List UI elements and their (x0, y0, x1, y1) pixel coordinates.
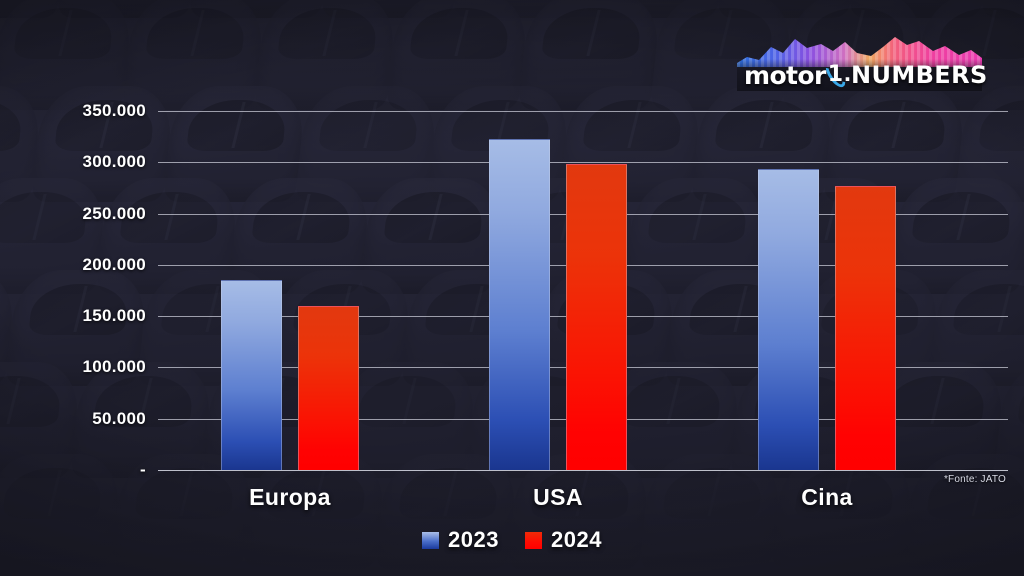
y-axis-tick-label: 350.000 (82, 101, 146, 120)
legend-item-2023[interactable]: 2023 (422, 527, 499, 553)
bar-cina-2023[interactable] (758, 169, 819, 470)
legend-swatch-2023 (422, 531, 440, 549)
logo-wordmark: motor 1 . NUMBERS (737, 58, 987, 91)
gridline (158, 162, 1008, 164)
chart-legend: 2023 2024 (0, 527, 1024, 553)
y-axis-tick-label: 300.000 (82, 152, 146, 172)
y-axis-tick-label: 100.000 (82, 357, 146, 377)
bar-usa-2023[interactable] (489, 138, 550, 470)
y-axis-tick-label: 50.000 (92, 408, 146, 428)
legend-swatch-2024 (525, 531, 542, 549)
bar-cina-2024[interactable] (835, 185, 896, 470)
category-label-cina: Cina (801, 484, 853, 510)
y-axis-tick-label: 250.000 (82, 203, 146, 223)
gridline (158, 111, 1008, 112)
y-axis-tick-label: - (140, 460, 146, 479)
category-label-usa: USA (533, 484, 583, 510)
source-note: *Fonte: JATO (943, 474, 1006, 485)
axis-baseline (158, 470, 1008, 471)
y-axis-labels: - 50.000 100.000 150.000 200.000 250.000 300.0… (34, 0, 146, 576)
legend-label-2024: 2024 (551, 527, 602, 552)
legend-label-2023: 2023 (448, 527, 499, 552)
legend-item-2024[interactable]: 2024 (525, 527, 602, 553)
logo-text-numbers: NUMBERS (850, 61, 988, 89)
logo-text-dot: . (844, 58, 851, 87)
bar-europa-2024[interactable] (298, 305, 359, 470)
logo-text-one: 1 (827, 61, 843, 87)
logo-text-motor: motor (744, 60, 826, 90)
category-label-europa: Europa (249, 484, 331, 510)
bar-europa-2023[interactable] (221, 280, 282, 470)
y-axis-tick-label: 150.000 (82, 306, 146, 326)
y-axis-tick-label: 200.000 (82, 254, 146, 274)
motor1-numbers-logo[interactable]: motor 1 . NUMBERS (737, 33, 987, 91)
bar-usa-2024[interactable] (566, 164, 627, 470)
logo-one-badge: 1 (821, 59, 849, 91)
